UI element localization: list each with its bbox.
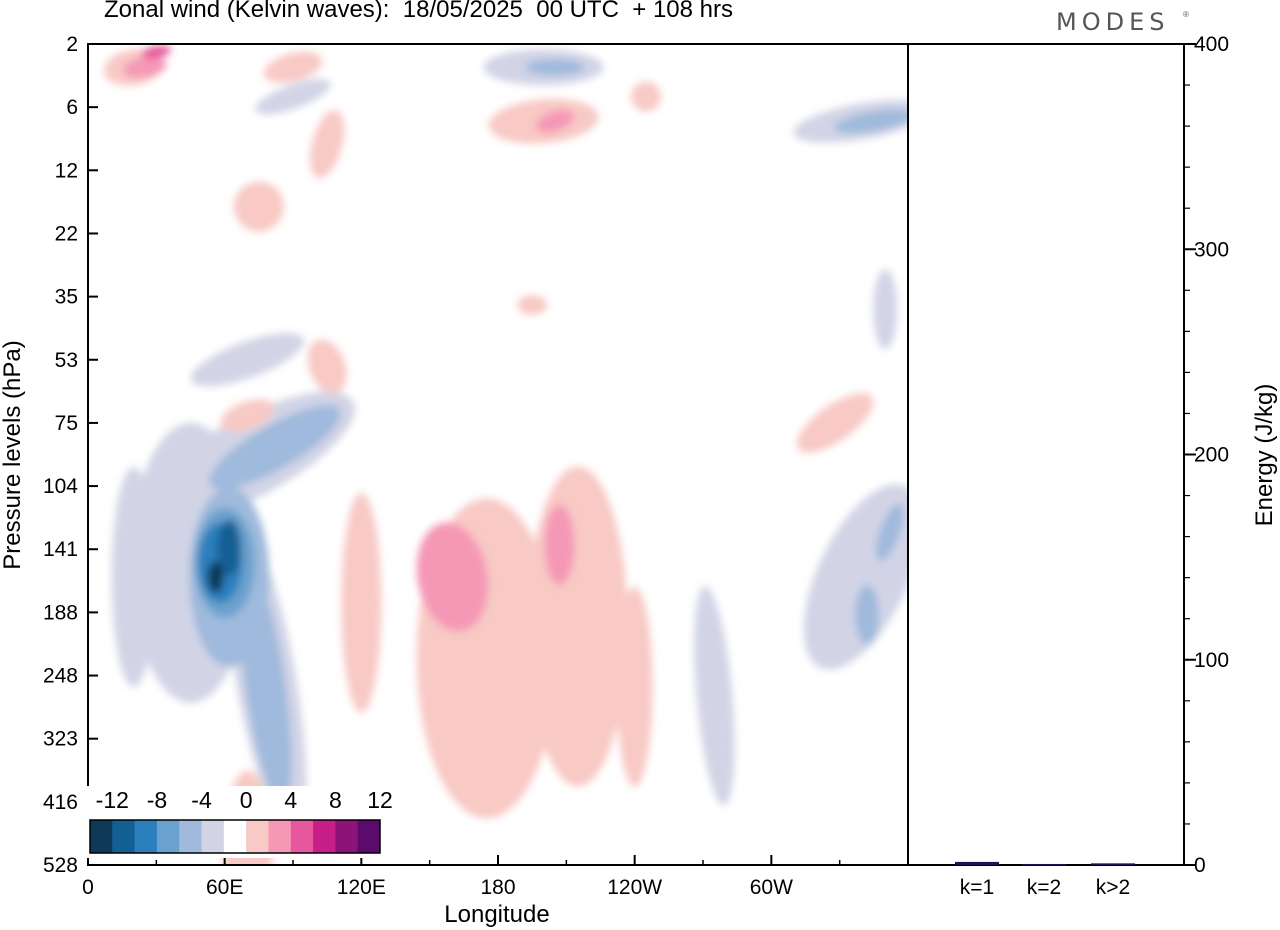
y-tick-label: 104 <box>43 475 78 498</box>
easterly-region <box>190 333 305 387</box>
westerly-region <box>517 295 548 316</box>
westerly-region <box>527 466 628 787</box>
colorbar-swatch <box>90 820 113 853</box>
brand-registered-mark: ® <box>1183 10 1189 19</box>
colorbar-label: -4 <box>191 787 212 813</box>
colorbar-label: 0 <box>240 787 253 813</box>
colorbar-swatch <box>156 820 180 853</box>
colorbar-swatch <box>201 820 225 853</box>
wind-plot-area <box>88 44 908 865</box>
westerly-region <box>341 492 382 713</box>
easterly-region <box>208 405 341 490</box>
westerly-region <box>535 109 575 133</box>
x-tick-label: 120E <box>337 876 386 899</box>
westerly-region <box>631 81 662 112</box>
energy-tick-label: 0 <box>1194 854 1206 877</box>
westerly-region <box>123 56 167 78</box>
colorbar-swatch <box>357 820 381 853</box>
westerly-region <box>416 522 489 632</box>
x-tick-label: 180 <box>480 876 515 899</box>
easterly-region <box>855 584 879 645</box>
easterly-region <box>694 586 735 806</box>
colorbar-swatch <box>179 820 203 853</box>
energy-axis: 0 100 200 300 400 <box>1184 33 1229 877</box>
energy-panel: k=1 k=2 k>2 0 100 200 300 400 Energy (J/kg) <box>907 33 1278 899</box>
colorbar-frame <box>89 819 381 854</box>
colorbar-swatch <box>313 820 336 853</box>
longitude-axis: 0 60E 120E 180 120W 60W <box>82 855 841 899</box>
colorbar-swatch <box>335 820 359 853</box>
y-tick-label: 22 <box>55 222 78 245</box>
colorbar-label: 4 <box>284 787 297 813</box>
energy-frame <box>907 43 1185 866</box>
energy-bar <box>1022 863 1066 866</box>
colorbar: -12 -8 -4 0 4 8 12 <box>86 786 393 858</box>
y-tick-label: 6 <box>66 96 78 119</box>
y-axis-title: Pressure levels (hPa) <box>0 340 26 569</box>
colorbar-label: -8 <box>147 787 167 813</box>
energy-tick-label: 400 <box>1194 33 1229 56</box>
westerly-region <box>141 45 172 59</box>
energy-bars: k=1 k=2 k>2 <box>955 861 1135 899</box>
y-tick-label: 53 <box>55 349 78 372</box>
x-tick-label: 0 <box>82 876 94 899</box>
wind-contours <box>103 45 908 865</box>
y-tick-label: 2 <box>66 33 78 56</box>
y-tick-label: 528 <box>43 854 78 877</box>
x-tick-label: 60E <box>206 876 243 899</box>
energy-bar <box>955 861 999 865</box>
energy-category-label: k=1 <box>960 876 994 899</box>
y-tick-label: 323 <box>43 728 78 751</box>
pressure-axis: 2 6 12 22 35 53 75 104 141 188 248 323 416 528 <box>43 33 98 877</box>
colorbar-swatch <box>290 820 314 853</box>
easterly-region <box>834 109 908 134</box>
y-tick-label: 141 <box>43 538 78 561</box>
energy-category-label: k>2 <box>1096 876 1130 899</box>
x-axis-title: Longitude <box>444 901 549 928</box>
energy-tick-label: 200 <box>1194 444 1229 467</box>
y-tick-label: 12 <box>55 159 78 182</box>
westerly-region <box>544 504 575 585</box>
energy-tick-label: 100 <box>1194 649 1229 672</box>
westerly-region <box>263 51 323 83</box>
colorbar-swatch <box>112 820 136 853</box>
colorbar-label: 8 <box>329 787 342 813</box>
colorbar-swatch <box>134 820 158 853</box>
easterly-region <box>524 59 585 76</box>
colorbar-label: -12 <box>96 787 129 813</box>
westerly-region <box>616 586 653 787</box>
energy-bar <box>1091 863 1135 865</box>
easterly-region <box>111 466 156 687</box>
westerly-region <box>310 110 345 179</box>
y-tick-label: 75 <box>55 412 78 435</box>
colorbar-swatch <box>246 820 269 853</box>
easterly-region <box>207 560 224 593</box>
colorbar-swatch <box>223 820 247 853</box>
easterly-region <box>873 269 898 350</box>
brand-logo: MODES <box>1056 8 1170 36</box>
westerly-region <box>220 399 275 432</box>
energy-tick-label: 300 <box>1194 238 1229 261</box>
energy-axis-title: Energy (J/kg) <box>1251 384 1278 527</box>
colorbar-swatch <box>268 820 292 853</box>
y-tick-label: 35 <box>55 286 78 309</box>
y-tick-label: 248 <box>43 665 78 688</box>
easterly-region <box>239 567 292 806</box>
x-tick-label: 120W <box>607 876 662 899</box>
westerly-region <box>796 393 874 453</box>
x-tick-label: 60W <box>750 876 793 899</box>
colorbar-label: 12 <box>367 787 393 813</box>
y-tick-label: 416 <box>43 791 78 814</box>
easterly-region <box>217 519 242 576</box>
chart-title: Zonal wind (Kelvin waves): 18/05/2025 00… <box>104 0 733 23</box>
easterly-region <box>255 78 331 115</box>
y-tick-label: 188 <box>43 601 78 624</box>
energy-category-label: k=2 <box>1027 876 1061 899</box>
westerly-region <box>307 339 347 394</box>
westerly-region <box>233 181 284 232</box>
easterly-region <box>875 503 904 561</box>
